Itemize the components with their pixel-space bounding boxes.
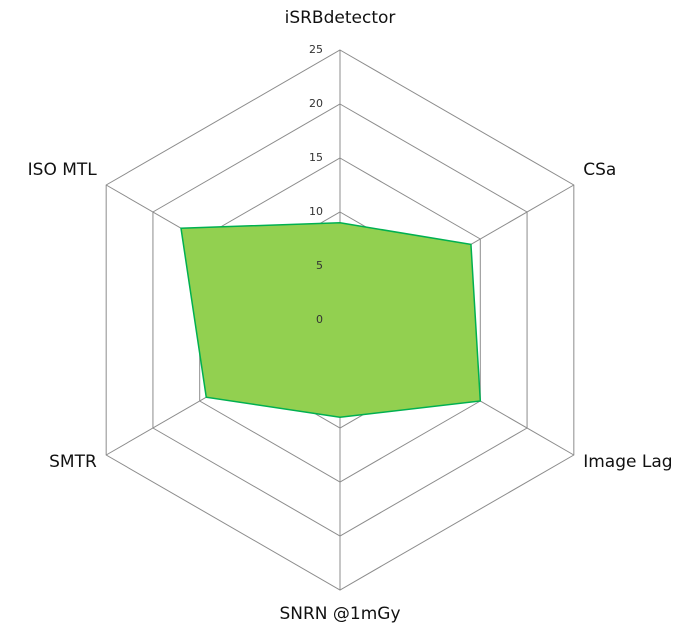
category-label: ISO MTL bbox=[28, 160, 98, 180]
category-label: iSRBdetector bbox=[285, 8, 396, 28]
data-area bbox=[180, 222, 482, 418]
tick-label: 15 bbox=[309, 151, 323, 164]
category-label: CSa bbox=[583, 160, 616, 180]
category-label: SMTR bbox=[49, 452, 97, 472]
tick-label: 20 bbox=[309, 97, 323, 110]
category-label: SNRN @1mGy bbox=[279, 604, 400, 624]
tick-label: 10 bbox=[309, 205, 323, 218]
category-label: Image Lag bbox=[583, 452, 672, 472]
tick-label: 0 bbox=[316, 313, 323, 326]
tick-label: 5 bbox=[316, 259, 323, 272]
tick-label: 25 bbox=[309, 43, 323, 56]
